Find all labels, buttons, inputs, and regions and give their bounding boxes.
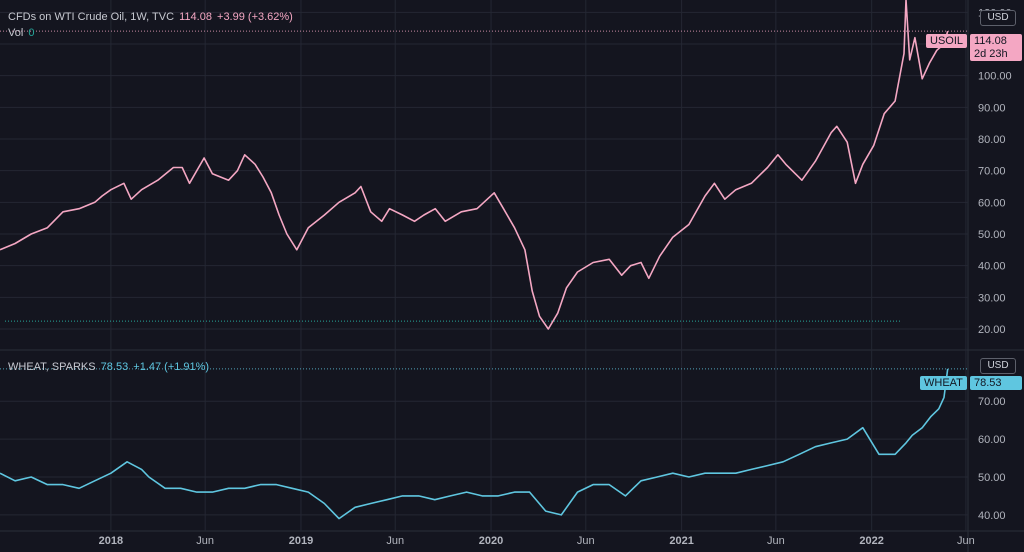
oil-y-tick-label: 30.00 bbox=[978, 292, 1006, 304]
oil-y-tick-label: 100.00 bbox=[978, 71, 1012, 83]
x-tick-label: Jun bbox=[196, 535, 214, 547]
oil-price-tag: 114.08 bbox=[970, 34, 1022, 48]
wheat-legend: WHEAT, SPARKS 78.53 +1.47 (+1.91%) bbox=[8, 361, 211, 373]
oil-y-tick-label: 20.00 bbox=[978, 324, 1006, 336]
volume-value: 0 bbox=[28, 27, 35, 39]
wheat-price-series bbox=[0, 368, 949, 520]
wheat-y-tick-label: 50.00 bbox=[978, 472, 1006, 484]
x-tick-label: Jun bbox=[957, 535, 975, 547]
oil-legend: CFDs on WTI Crude Oil, 1W, TVC 114.08 +3… bbox=[8, 11, 295, 23]
oil-y-tick-label: 40.00 bbox=[978, 261, 1006, 273]
oil-y-tick-label: 80.00 bbox=[978, 134, 1006, 146]
oil-y-tick-label: 90.00 bbox=[978, 102, 1006, 114]
x-tick-label: 2018 bbox=[99, 535, 123, 547]
volume-legend: Vol 0 bbox=[8, 27, 36, 39]
wheat-y-tick-label: 70.00 bbox=[978, 396, 1006, 408]
oil-legend-change: +3.99 (+3.62%) bbox=[217, 11, 293, 23]
wheat-legend-change: +1.47 (+1.91%) bbox=[133, 361, 210, 373]
wheat-symbol-tag: WHEAT bbox=[920, 376, 967, 390]
oil-symbol-tag: USOIL bbox=[926, 34, 968, 48]
x-tick-label: 2019 bbox=[289, 535, 313, 547]
wheat-y-tick-label: 60.00 bbox=[978, 434, 1006, 446]
wheat-legend-title: WHEAT, SPARKS bbox=[8, 361, 96, 373]
x-tick-label: Jun bbox=[386, 535, 404, 547]
oil-y-tick-label: 50.00 bbox=[978, 229, 1006, 241]
x-tick-label: 2020 bbox=[479, 535, 503, 547]
volume-label: Vol bbox=[8, 27, 24, 39]
oil-countdown-tag: 2d 23h bbox=[970, 47, 1022, 61]
oil-y-tick-label: 70.00 bbox=[978, 166, 1006, 178]
oil-y-tick-label: 60.00 bbox=[978, 197, 1006, 209]
currency-button-bottom[interactable]: USD bbox=[980, 358, 1016, 374]
x-tick-label: 2021 bbox=[669, 535, 693, 547]
wheat-legend-last: 78.53 bbox=[100, 361, 129, 373]
oil-legend-last: 114.08 bbox=[179, 11, 212, 23]
currency-button-top[interactable]: USD bbox=[980, 10, 1016, 26]
wheat-price-tag: 78.53 bbox=[970, 376, 1022, 390]
oil-legend-title: CFDs on WTI Crude Oil, 1W, TVC bbox=[8, 11, 175, 23]
x-tick-label: Jun bbox=[577, 535, 595, 547]
x-tick-label: Jun bbox=[767, 535, 785, 547]
wheat-y-tick-label: 40.00 bbox=[978, 510, 1006, 522]
oil-price-series bbox=[0, 0, 949, 330]
x-tick-label: 2022 bbox=[859, 535, 883, 547]
